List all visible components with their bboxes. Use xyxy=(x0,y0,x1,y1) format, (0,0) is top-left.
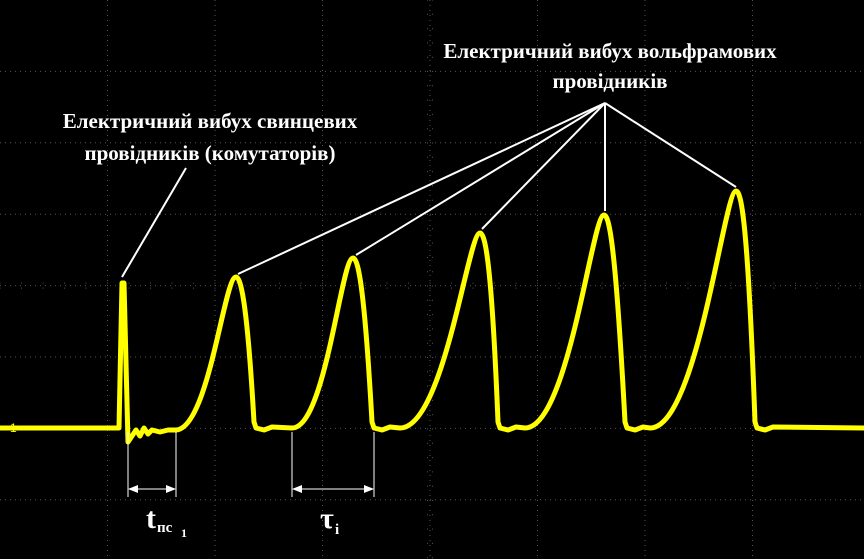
channel-marker: 1 xyxy=(10,421,17,435)
waveform xyxy=(0,188,864,445)
t-subsubscript: 1 xyxy=(181,526,187,540)
t-subscript: пс xyxy=(157,520,173,536)
lead-label: Електричний вибух свинцевих xyxy=(63,109,358,133)
tungsten-pointer xyxy=(237,102,606,275)
tungsten-pointer xyxy=(355,102,606,256)
tungsten-pointer xyxy=(481,102,606,230)
tungsten-pointer xyxy=(604,102,737,188)
lead-label: провідників (комутаторів) xyxy=(85,141,336,165)
tungsten-label: Електричний вибух вольфрамових xyxy=(443,39,777,63)
tau-subscript: i xyxy=(335,522,339,538)
t-symbol: t xyxy=(146,502,156,535)
lead-pointer xyxy=(121,167,187,278)
pointers xyxy=(121,102,737,278)
tungsten-label: провідників xyxy=(552,69,667,93)
tau-symbol: τ xyxy=(320,502,334,535)
measurements xyxy=(127,432,375,497)
